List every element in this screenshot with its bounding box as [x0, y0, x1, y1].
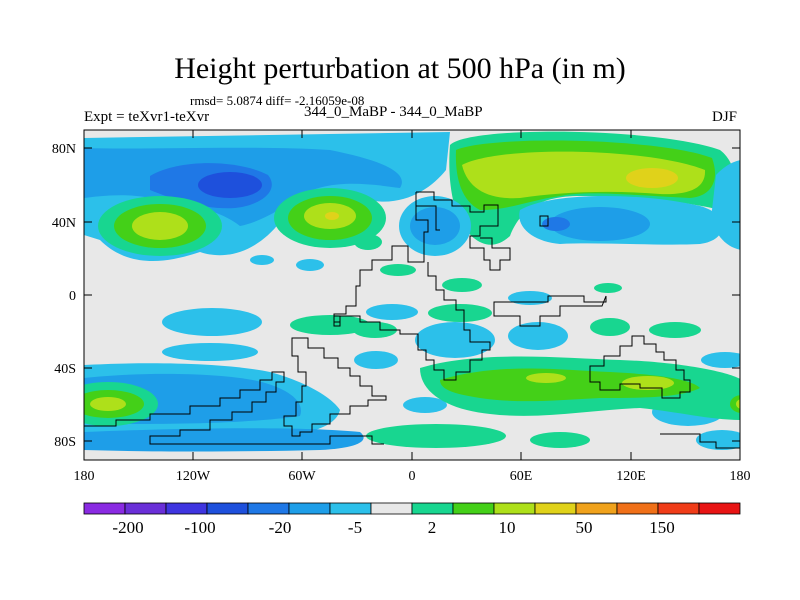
south-positive-east-core — [736, 399, 748, 409]
lat-label-40s: 40S — [54, 362, 76, 377]
colorbar-label-2: 2 — [428, 518, 437, 537]
lon-label-180w: 180 — [74, 469, 95, 484]
colorbar-swatch — [125, 503, 166, 514]
lon-label-60w: 60W — [288, 469, 316, 484]
tropical-blob-9 — [162, 308, 262, 336]
colorbar — [84, 503, 740, 514]
tropical-blob-5 — [428, 304, 492, 322]
south-positive-low — [366, 424, 506, 448]
europe-trough-inner — [410, 207, 460, 245]
lon-label-180e: 180 — [730, 469, 751, 484]
colorbar-swatch — [248, 503, 289, 514]
colorbar-swatch — [658, 503, 699, 514]
south-positive-core-1 — [526, 373, 566, 383]
south-negative-lower — [84, 428, 364, 451]
colorbar-label-10: 10 — [499, 518, 516, 537]
colorbar-labels: -200 -100 -20 -5 2 10 50 150 — [112, 518, 674, 537]
colorbar-swatch — [412, 503, 453, 514]
tropical-blob-15 — [590, 318, 630, 336]
colorbar-swatch — [166, 503, 207, 514]
tropical-blob-17 — [162, 343, 258, 361]
lon-label-60e: 60E — [510, 469, 533, 484]
tropical-blob-8 — [354, 234, 382, 250]
south-positive-east — [722, 388, 762, 420]
tropical-blob-6 — [508, 291, 552, 305]
colorbar-label-neg200: -200 — [112, 518, 143, 537]
colorbar-swatch — [699, 503, 740, 514]
tropical-blob-16 — [649, 322, 701, 338]
colorbar-swatch — [84, 503, 125, 514]
colorbar-label-neg5: -5 — [348, 518, 362, 537]
north-atlantic-ridge-peak — [325, 212, 339, 220]
tropical-blob-18 — [354, 351, 398, 369]
tropical-blob-3 — [380, 264, 416, 276]
tropical-blob-2 — [296, 259, 324, 271]
tropical-blob-10 — [366, 304, 418, 320]
colorbar-label-neg100: -100 — [184, 518, 215, 537]
colorbar-label-150: 150 — [649, 518, 675, 537]
contour-field — [58, 130, 762, 460]
colorbar-swatch — [371, 503, 412, 514]
colorbar-swatch — [207, 503, 248, 514]
eurasia-ridge-peak — [626, 168, 678, 188]
lat-label-40n: 40N — [52, 216, 76, 231]
lon-label-0: 0 — [409, 469, 416, 484]
tropical-blob-13 — [415, 322, 495, 358]
lat-label-80s: 80S — [54, 435, 76, 450]
lon-label-120w: 120W — [176, 469, 211, 484]
colorbar-swatch — [494, 503, 535, 514]
lat-label-equator: 0 — [69, 289, 76, 304]
tropical-blob-7 — [594, 283, 622, 293]
north-negative-center — [198, 172, 262, 198]
colorbar-swatch — [289, 503, 330, 514]
lat-label-80n: 80N — [52, 142, 76, 157]
south-pacific-positive-core — [90, 397, 126, 411]
south-positive-east-inner — [730, 395, 754, 413]
north-pacific-ridge-core — [132, 212, 188, 240]
colorbar-label-50: 50 — [576, 518, 593, 537]
colorbar-label-neg20: -20 — [269, 518, 292, 537]
colorbar-swatch — [453, 503, 494, 514]
colorbar-swatch — [576, 503, 617, 514]
tropical-blob-19 — [701, 352, 749, 368]
colorbar-swatch — [617, 503, 658, 514]
tropical-blob-1 — [250, 255, 274, 265]
asia-trough-core — [542, 217, 570, 231]
colorbar-swatch — [535, 503, 576, 514]
colorbar-swatch — [330, 503, 371, 514]
lon-label-120e: 120E — [616, 469, 646, 484]
south-positive-low-2 — [530, 432, 590, 448]
tropical-blob-4 — [442, 278, 482, 292]
